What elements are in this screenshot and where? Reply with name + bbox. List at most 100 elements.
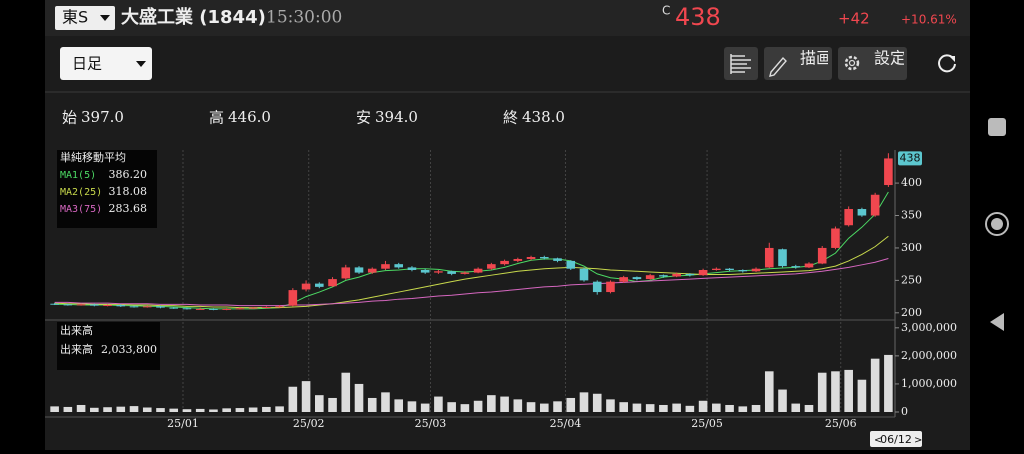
refresh-arrow — [949, 56, 955, 62]
exchange-select[interactable] — [55, 6, 115, 30]
volume-bar — [619, 402, 628, 412]
ohlc-label: 安 — [356, 109, 371, 127]
candle-body — [738, 270, 748, 272]
volume-bar — [526, 402, 536, 412]
candle-body — [751, 268, 761, 272]
volume-bar — [262, 406, 271, 412]
volume-bar — [513, 399, 523, 412]
candle-body — [804, 263, 814, 268]
nav-back[interactable] — [990, 313, 1004, 331]
volume-bar — [63, 406, 73, 412]
volume-bar — [142, 407, 152, 412]
volume-bar — [566, 397, 576, 412]
candle-body — [209, 308, 218, 310]
candle-body — [870, 194, 880, 216]
x-tick-label: 25/06 — [825, 417, 857, 430]
y-tick-label: 0 — [901, 405, 908, 418]
y-tick-label: 200 — [901, 306, 922, 319]
nav-home[interactable] — [985, 212, 1009, 236]
settings-button[interactable] — [838, 47, 907, 80]
candle-body — [844, 209, 853, 226]
candle-body — [434, 271, 443, 273]
candle-body — [156, 306, 165, 308]
volume-bar — [645, 404, 655, 412]
volume-bar — [129, 406, 139, 412]
candle-body — [420, 270, 430, 273]
volume-bar — [275, 406, 284, 412]
volume-bar — [103, 407, 112, 412]
volume-bar — [698, 400, 708, 412]
ohlc-value: 394.0 — [375, 108, 418, 126]
exchange: 東S — [62, 8, 88, 27]
candle-body — [473, 268, 483, 273]
volume-bar — [50, 406, 59, 412]
volume-value: 2,033,800 — [101, 343, 157, 356]
candle-body — [553, 258, 562, 261]
volume-bar — [301, 381, 311, 412]
volume-bar — [791, 403, 801, 412]
volume-bar — [76, 404, 86, 412]
x-tick-label: 25/04 — [550, 417, 582, 430]
volume-bar — [407, 401, 417, 412]
volume-legend — [57, 322, 160, 370]
candle-body — [685, 273, 695, 276]
volume-bar — [288, 386, 298, 412]
volume-bar — [222, 408, 231, 412]
volume-bar — [460, 404, 470, 412]
candle-body — [129, 306, 139, 308]
volume-bar — [685, 405, 695, 412]
candle-body — [315, 283, 324, 287]
draw-button[interactable] — [764, 47, 832, 80]
draw-clip: 描画 — [800, 49, 832, 68]
ma-line — [54, 235, 889, 309]
legend-value: 318.08 — [109, 185, 148, 198]
candle-body — [328, 279, 337, 287]
volume-bar — [394, 399, 404, 412]
gear-icon — [844, 55, 860, 71]
ohlc-label: 高 — [209, 109, 224, 127]
refresh-icon[interactable] — [938, 54, 956, 73]
period-select[interactable] — [60, 47, 152, 80]
volume-bar — [857, 379, 867, 412]
change: +42 — [838, 10, 870, 28]
price-tag-label: 438 — [900, 151, 921, 164]
volume-bar — [315, 395, 324, 412]
cursor-prev[interactable]: < — [874, 435, 882, 446]
candle-body — [182, 308, 192, 310]
volume-bar — [487, 395, 496, 412]
candle-body — [341, 267, 351, 279]
candle-body — [447, 271, 456, 274]
nav-recent[interactable] — [988, 118, 1006, 136]
candle-body — [195, 308, 205, 310]
cursor-next[interactable]: > — [914, 435, 922, 446]
draw-label: 描画 — [800, 49, 832, 68]
legend-value: 283.68 — [109, 202, 148, 215]
candle-body — [500, 260, 509, 265]
volume-bar — [248, 407, 258, 412]
candle-body — [169, 307, 179, 309]
volume-bar — [367, 397, 377, 412]
time: 15:30:00 — [266, 8, 342, 28]
y-tick-label: 2,000,000 — [901, 349, 957, 362]
ma-legend — [57, 150, 157, 228]
price: 438 — [675, 3, 721, 31]
candle-body — [831, 228, 840, 248]
candle-body — [354, 267, 364, 273]
volume-bar — [182, 409, 192, 412]
ma-line — [54, 258, 889, 307]
candle-body — [487, 264, 496, 269]
volume-bar — [434, 396, 443, 412]
indicator-icon — [730, 54, 751, 74]
legend-name: MA1(5) — [60, 170, 96, 181]
x-tick-label: 25/03 — [415, 417, 447, 430]
ohlc-label: 終 — [503, 109, 518, 127]
dropdown-arrow — [136, 61, 146, 67]
volume-title: 出来高 — [60, 323, 93, 337]
volume-bar — [156, 408, 165, 412]
candle-body — [712, 268, 721, 270]
volume-bar — [341, 372, 351, 412]
candle-body — [791, 266, 801, 268]
y-tick-label: 3,000,000 — [901, 321, 957, 334]
volume-bar — [539, 403, 549, 412]
x-tick-label: 25/02 — [293, 417, 325, 430]
